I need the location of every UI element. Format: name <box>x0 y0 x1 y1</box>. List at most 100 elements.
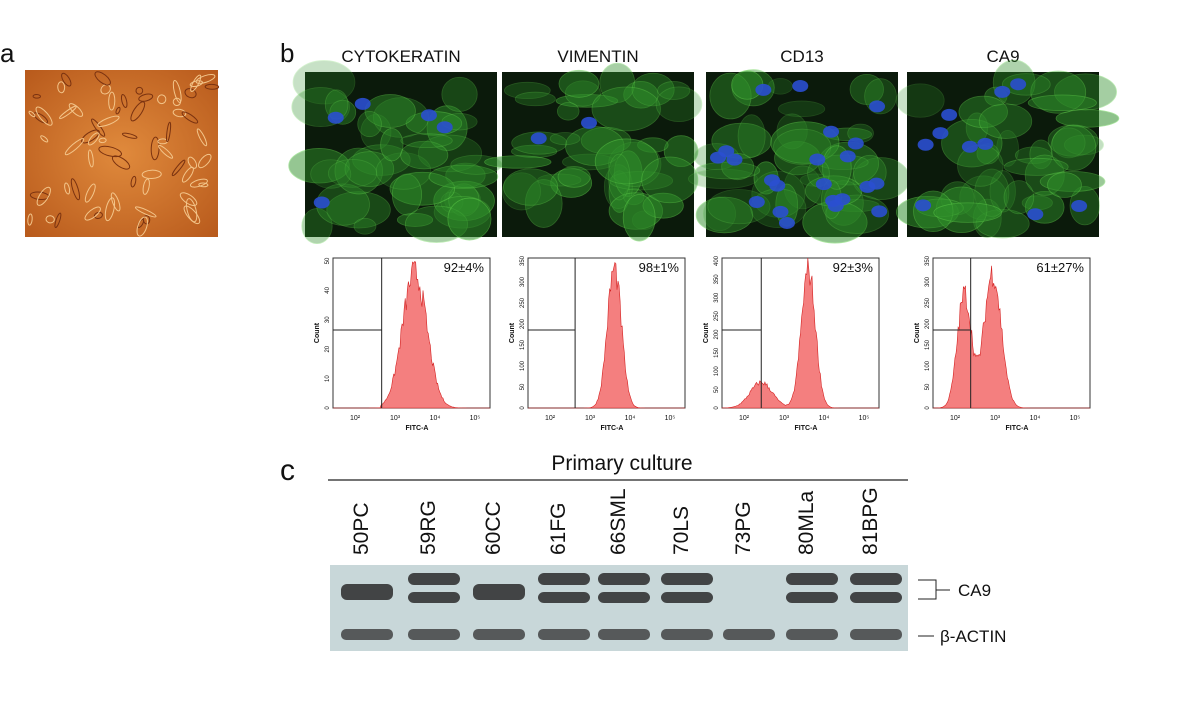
lane-label: 81BPG <box>859 487 882 555</box>
cell <box>171 159 186 177</box>
panel-label: b <box>280 38 294 68</box>
micrograph-texture <box>688 69 910 244</box>
nucleus <box>1027 208 1044 221</box>
bracket <box>918 579 950 600</box>
nucleus <box>917 138 934 151</box>
cell-signal <box>504 81 551 100</box>
cell <box>120 94 128 108</box>
cell-signal <box>737 114 766 158</box>
cell-signal <box>731 70 764 100</box>
y-tick-label: 0 <box>520 406 526 410</box>
band <box>786 629 838 640</box>
cell-signal <box>657 81 691 100</box>
cell-signal <box>357 110 382 138</box>
y-tick-label: 0 <box>925 406 931 410</box>
cell <box>166 121 172 143</box>
nucleus <box>868 177 885 190</box>
band <box>408 573 460 585</box>
cell-signal <box>996 129 1019 167</box>
y-tick-label: 50 <box>325 257 331 264</box>
band <box>598 629 650 640</box>
cell <box>158 144 174 159</box>
y-tick-label: 20 <box>325 345 331 352</box>
cell-signal <box>607 153 631 201</box>
x-tick-label: 10⁴ <box>430 415 441 422</box>
histogram <box>333 261 490 409</box>
lane-label: 50PC <box>350 502 373 555</box>
x-tick-label: 10² <box>350 415 361 422</box>
cell <box>27 213 33 226</box>
band <box>850 573 902 585</box>
cell-signal <box>623 81 659 109</box>
x-tick-label: 10⁵ <box>665 415 676 422</box>
micrograph-title: VIMENTIN <box>557 47 638 66</box>
y-axis-label: Count <box>314 322 321 343</box>
cell <box>181 111 199 124</box>
cell <box>196 128 208 147</box>
cell <box>185 198 198 223</box>
histogram <box>932 265 1090 409</box>
cell <box>130 101 146 122</box>
cell <box>84 183 96 203</box>
cell-signal <box>537 173 582 187</box>
cell-signal <box>428 164 499 189</box>
cell-signal <box>524 179 563 228</box>
cell-signal <box>1064 134 1104 156</box>
cell-signal <box>1030 70 1087 114</box>
micrograph-title: CD13 <box>780 47 823 66</box>
band <box>473 584 525 600</box>
cell-signal <box>1003 180 1035 215</box>
cell-signal <box>564 80 601 107</box>
cell-signal <box>310 159 352 189</box>
nucleus <box>420 109 437 122</box>
cell-signal <box>327 159 378 188</box>
x-tick-label: 10⁴ <box>819 415 830 422</box>
cell-signal <box>695 196 754 234</box>
cell-signal <box>550 168 593 198</box>
cell-signal <box>599 62 636 103</box>
cell-signal <box>695 161 761 180</box>
lane-label: 70LS <box>670 506 693 555</box>
band <box>661 592 713 603</box>
cell-texture <box>27 71 220 237</box>
band <box>598 592 650 603</box>
cell-signal <box>1051 127 1086 159</box>
cell <box>35 106 53 126</box>
x-axis-label: FITC-A <box>795 425 818 432</box>
cell-signal <box>770 121 840 164</box>
lane-label: 59RG <box>417 500 440 555</box>
cell <box>190 74 202 92</box>
lane-label: 66SML <box>607 488 630 555</box>
cell-signal <box>978 103 1033 139</box>
nucleus <box>313 196 330 209</box>
blot-header: Primary culture <box>551 452 692 475</box>
nucleus <box>436 121 453 134</box>
y-tick-label: 40 <box>325 286 331 293</box>
cell-signal <box>959 175 1008 221</box>
nucleus <box>915 199 932 212</box>
y-tick-label: 100 <box>925 360 931 371</box>
cell-signal <box>334 147 383 195</box>
cell <box>172 79 182 103</box>
nucleus <box>778 216 795 229</box>
cell-signal <box>301 208 333 245</box>
cell <box>100 84 111 95</box>
nucleus <box>718 145 735 158</box>
micrograph-texture <box>895 59 1120 239</box>
cell <box>110 192 121 212</box>
band <box>661 629 713 640</box>
micrograph-title: CA9 <box>986 47 1019 66</box>
cell-signal <box>663 135 699 167</box>
cell <box>115 106 121 115</box>
cell-signal <box>558 69 600 98</box>
cell-signal <box>555 94 619 108</box>
cell <box>70 178 81 201</box>
cell-signal <box>447 197 492 241</box>
y-tick-label: 300 <box>714 292 720 303</box>
x-tick-label: 10³ <box>585 415 596 422</box>
cell-signal <box>940 181 975 216</box>
cell-signal <box>631 72 675 107</box>
cell-signal <box>594 138 659 185</box>
lane-label: 80MLa <box>795 490 818 555</box>
